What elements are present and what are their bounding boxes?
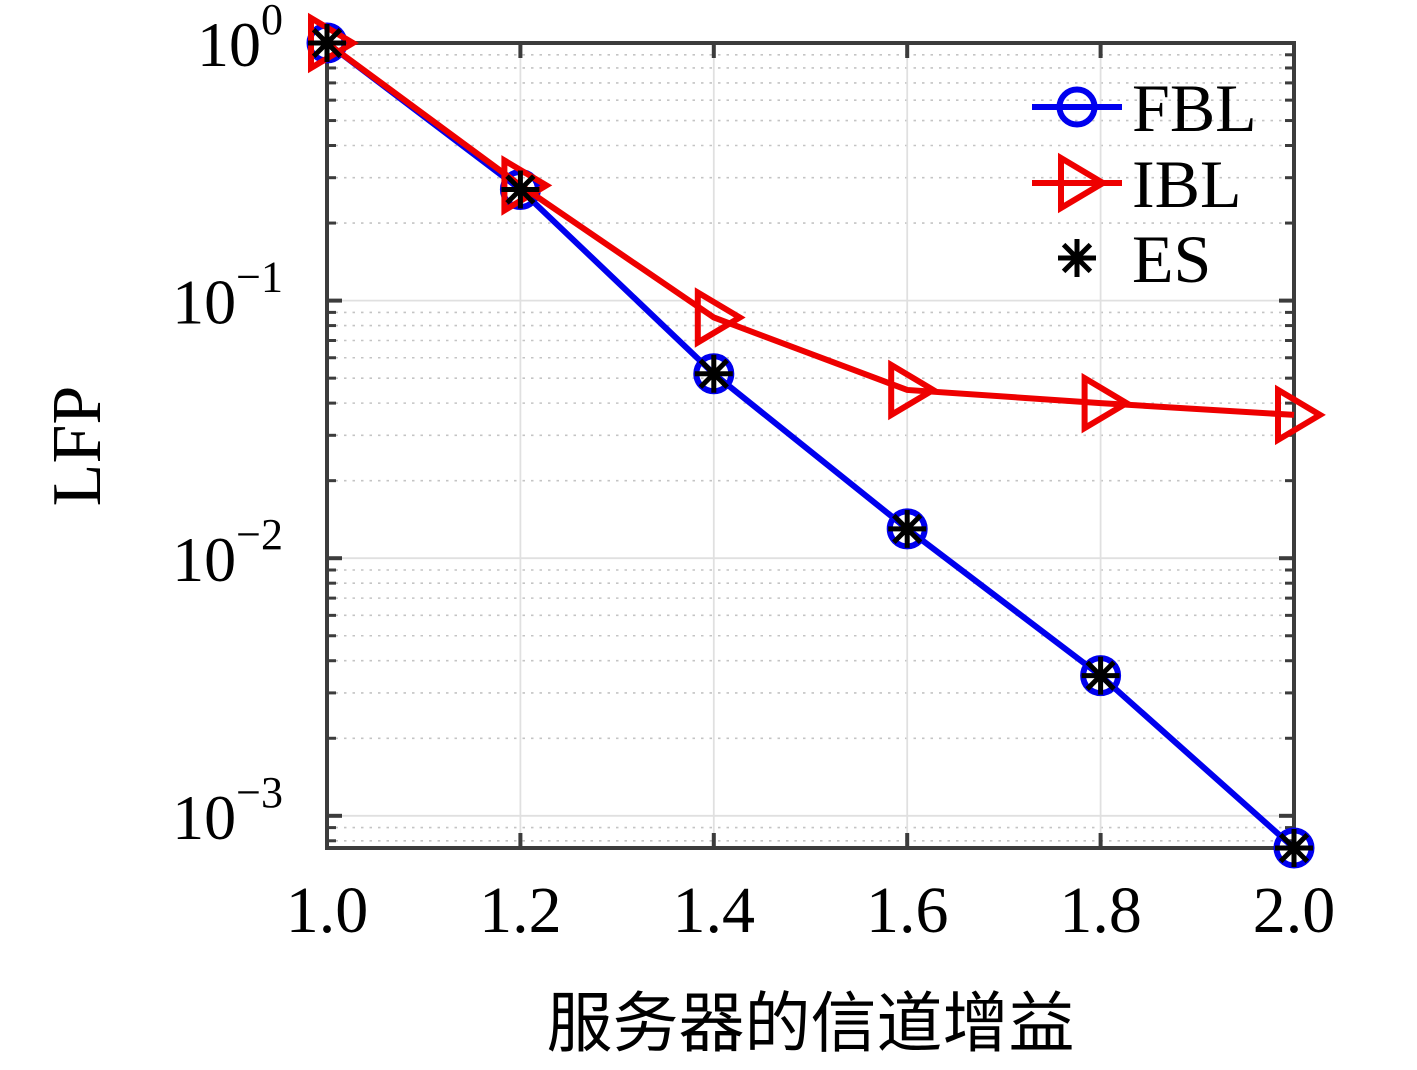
legend-item-ibl: IBL [1032, 146, 1242, 222]
es-marker [308, 24, 346, 62]
ibl-marker [888, 359, 940, 421]
ibl-line [325, 40, 1295, 418]
es-marker [501, 170, 540, 209]
x-tick-label: 1.6 [866, 874, 949, 947]
x-tick-label: 2.0 [1253, 874, 1336, 947]
y-tick-label: 10−1 [172, 253, 283, 338]
y-tick-label: 10−3 [172, 768, 283, 853]
legend-marker-circle [1056, 86, 1098, 128]
ibl-marker [694, 287, 746, 348]
x-tick-label: 1.8 [1059, 874, 1142, 947]
es-marker [1275, 829, 1313, 867]
ibl-marker [1081, 372, 1133, 434]
x-tick-label: 1.0 [286, 874, 369, 947]
x-tick-label: 1.4 [673, 874, 756, 947]
y-axis-label: LFP [39, 386, 116, 507]
y-tick-label: 100 [197, 0, 283, 80]
legend-item-fbl: FBL [1032, 70, 1257, 146]
legend-marker-asterisk [1058, 239, 1096, 277]
es-marker [888, 509, 927, 548]
ibl-marker [1275, 384, 1326, 446]
legend-label: IBL [1132, 146, 1242, 222]
legend-marker-triangle-right [1058, 152, 1109, 214]
x-tick-label: 1.2 [479, 874, 562, 947]
ticks [325, 41, 1296, 848]
series-es [308, 24, 1313, 867]
plot-box [325, 41, 1296, 850]
legend-label: FBL [1132, 70, 1257, 146]
x-axis-label: 服务器的信道增益 [547, 988, 1075, 1061]
legend-label: ES [1132, 221, 1211, 297]
tick-labels: 1.0 1.2 1.4 1.6 1.8 2.0 100 10−1 10−2 10−3 [172, 0, 1335, 947]
es-marker [694, 354, 733, 393]
es-marker [1081, 656, 1120, 695]
y-tick-label: 10−2 [172, 510, 283, 595]
legend-item-es: ES [1058, 221, 1211, 297]
